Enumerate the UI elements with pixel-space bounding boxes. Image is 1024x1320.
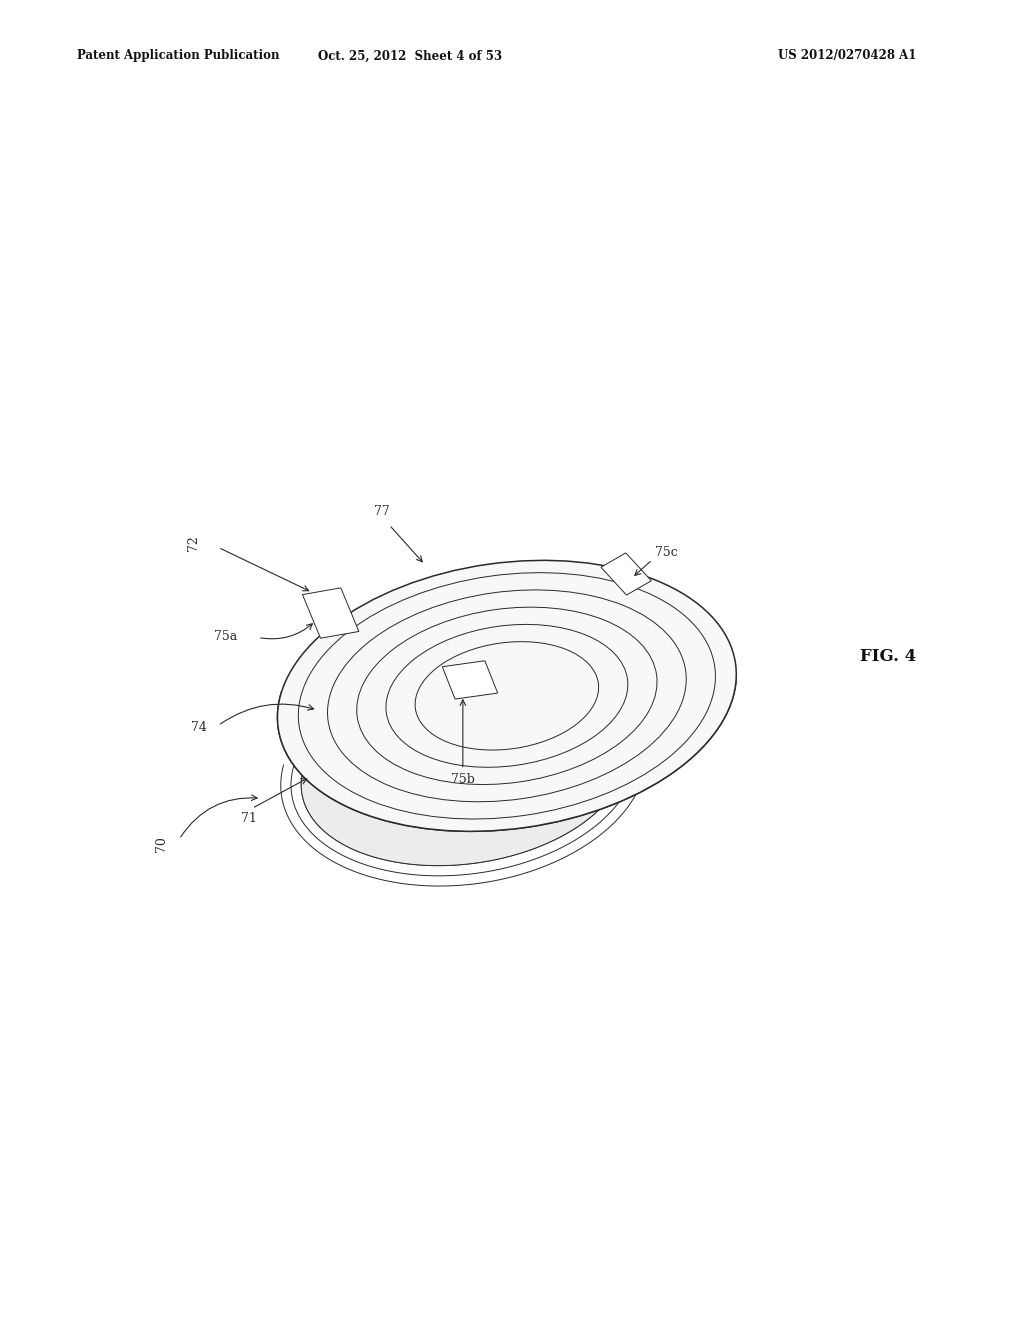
Text: 70: 70 — [156, 837, 168, 853]
Polygon shape — [442, 661, 498, 700]
Text: 77: 77 — [374, 506, 390, 517]
Polygon shape — [278, 676, 736, 866]
Text: Patent Application Publication: Patent Application Publication — [77, 49, 280, 62]
Text: US 2012/0270428 A1: US 2012/0270428 A1 — [778, 49, 916, 62]
Text: 74: 74 — [190, 721, 207, 734]
Text: FIG. 4: FIG. 4 — [860, 648, 916, 665]
Text: 71: 71 — [241, 812, 257, 825]
Text: Oct. 25, 2012  Sheet 4 of 53: Oct. 25, 2012 Sheet 4 of 53 — [317, 49, 502, 62]
Text: 72: 72 — [187, 536, 201, 552]
Ellipse shape — [278, 561, 736, 832]
Polygon shape — [601, 553, 651, 595]
Polygon shape — [302, 587, 358, 638]
Text: 75b: 75b — [451, 774, 475, 787]
Text: 75c: 75c — [655, 546, 678, 558]
Text: 75a: 75a — [214, 630, 238, 643]
